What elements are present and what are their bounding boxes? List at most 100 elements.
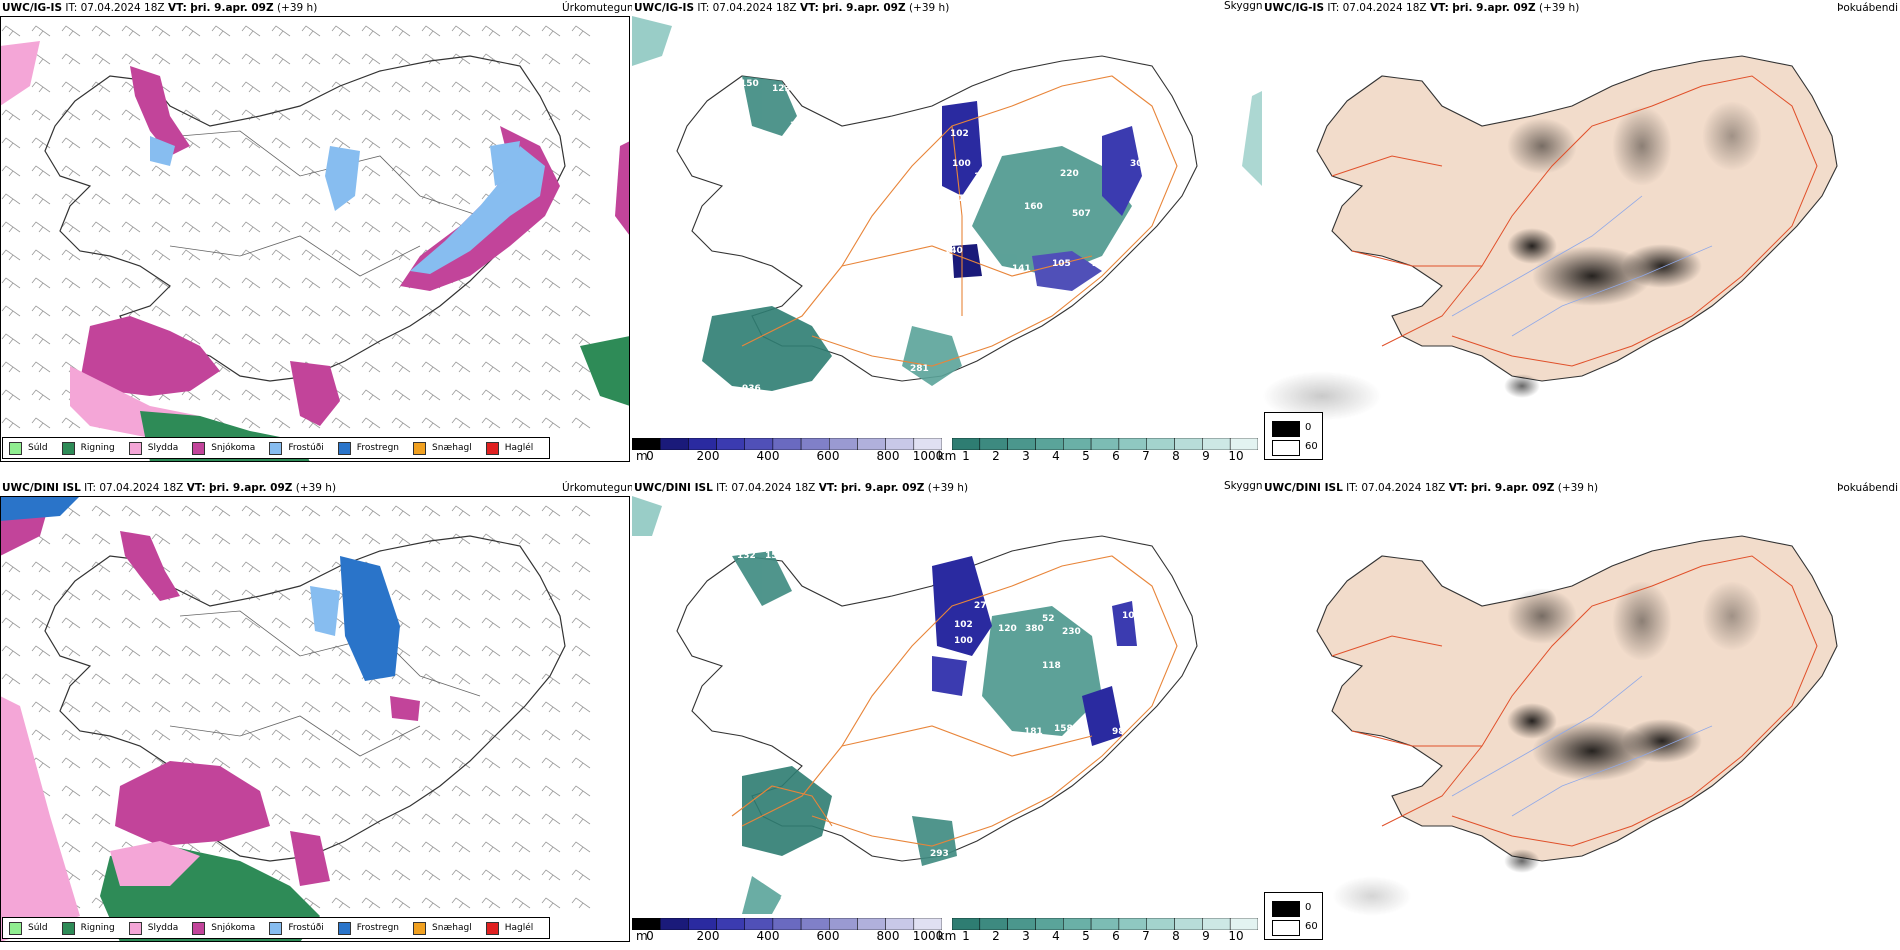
ceiling-value-labels: 132 15 380 120 102 100 27 289 118 181 15… [737, 551, 1151, 901]
wind-barb [1, 137, 21, 149]
wind-barb [271, 673, 291, 685]
wind-barb [61, 645, 81, 657]
wind-barb [331, 361, 351, 373]
wind-barb [61, 701, 81, 713]
legend-swatch [9, 441, 22, 455]
wind-barb [331, 701, 351, 713]
svg-text:380: 380 [1025, 624, 1044, 634]
precip-areas [0, 496, 420, 942]
wind-barb [391, 589, 411, 601]
wind-barb [451, 193, 471, 205]
wind-barb [1, 617, 21, 629]
wind-barb [31, 729, 51, 741]
wind-barb [361, 841, 381, 853]
wind-barb [511, 417, 531, 429]
wind-barb [91, 193, 111, 205]
wind-barb [91, 165, 111, 177]
wind-barb [541, 81, 561, 93]
wind-barb [211, 389, 231, 401]
wind-barb [211, 617, 231, 629]
wind-barb [391, 813, 411, 825]
wind-barb [121, 617, 141, 629]
legend-item: Frostregn [337, 921, 399, 935]
wind-barb [361, 109, 381, 121]
wind-barb [541, 701, 561, 713]
wind-barb [211, 841, 231, 853]
wind-barb [241, 53, 261, 65]
wind-barb [481, 389, 501, 401]
wind-barb [331, 813, 351, 825]
fog-map [1262, 55, 1838, 421]
wind-barb [151, 673, 171, 685]
visibility-unit: km [937, 929, 957, 943]
visibility-unit: km [937, 449, 957, 463]
roads [741, 75, 1178, 367]
wind-barb [541, 137, 561, 149]
legend-item: Súld [9, 441, 48, 455]
wind-barb [241, 361, 261, 373]
wind-barb [511, 869, 531, 881]
wind-barb [391, 305, 411, 317]
wind-barb [211, 193, 231, 205]
wind-barb [241, 249, 261, 261]
wind-barb [271, 277, 291, 289]
fog-index-panel: UWC/DINI ISL IT: 07.04.2024 18Z VT: þri.… [1262, 480, 1900, 945]
wind-barb [571, 109, 591, 121]
fog-shading [1262, 101, 1762, 421]
wind-barb [31, 361, 51, 373]
wind-barb [361, 361, 381, 373]
wind-barb [331, 869, 351, 881]
wind-barb [421, 193, 441, 205]
wind-barb [481, 561, 501, 573]
legend-swatch [128, 921, 142, 935]
wind-barb [451, 81, 471, 93]
panel-title: Úrkomutegund [562, 482, 632, 494]
wind-barb [541, 897, 561, 909]
svg-text:98: 98 [1112, 727, 1125, 737]
wind-barb [391, 81, 411, 93]
wind-barb [31, 561, 51, 573]
wind-barb [511, 785, 531, 797]
ceiling-colorbar [632, 915, 943, 934]
svg-text:100: 100 [952, 159, 971, 169]
wind-barb [391, 841, 411, 853]
wind-barb [571, 589, 591, 601]
wind-barb [151, 165, 171, 177]
wind-barb [331, 333, 351, 345]
wind-barb [121, 277, 141, 289]
wind-barb [1, 25, 21, 37]
wind-barb [571, 757, 591, 769]
wind-barb [331, 729, 351, 741]
wind-barb [31, 417, 51, 429]
svg-text:78: 78 [958, 194, 971, 204]
ceiling-unit: m [636, 929, 648, 943]
wind-barb [361, 785, 381, 797]
svg-text:181: 181 [1024, 727, 1043, 737]
legend-swatch [485, 441, 499, 455]
wind-barb [271, 305, 291, 317]
wind-barb [541, 561, 561, 573]
wind-barb [511, 249, 531, 261]
wind-barb [391, 729, 411, 741]
wind-barb [301, 193, 321, 205]
wind-barb [61, 617, 81, 629]
wind-barb [61, 81, 81, 93]
panel-header: UWC/IG-IS IT: 07.04.2024 18Z VT: þri. 9.… [634, 2, 950, 14]
wind-barb [541, 361, 561, 373]
wind-barb [121, 673, 141, 685]
wind-barb [301, 25, 321, 37]
wind-barb [91, 221, 111, 233]
wind-barb [361, 53, 381, 65]
wind-barb [541, 869, 561, 881]
wind-barb [301, 137, 321, 149]
wind-barb [1, 249, 21, 261]
wind-barb [511, 645, 531, 657]
wind-barb [481, 645, 501, 657]
wind-barb [451, 361, 471, 373]
wind-barb [331, 785, 351, 797]
iceland-land [1316, 55, 1838, 382]
forecast-row-2: UWC/DINI ISL IT: 07.04.2024 18Z VT: þri.… [0, 480, 1900, 945]
wind-barb [31, 701, 51, 713]
wind-barb [31, 305, 51, 317]
svg-text:507: 507 [1072, 209, 1091, 219]
